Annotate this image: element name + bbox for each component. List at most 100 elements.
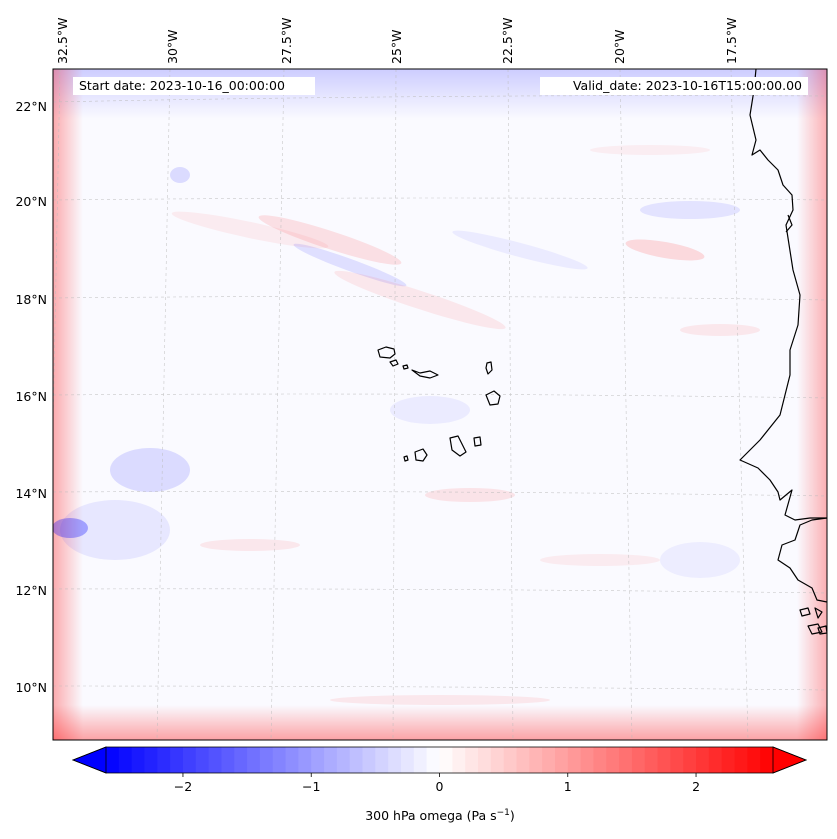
- start-date-label: Start date: 2023-10-16_00:00:00: [79, 78, 285, 93]
- lon-tick-30w: 30°W: [165, 29, 180, 64]
- latitude-axis: 22°N 20°N 18°N 16°N 14°N 12°N 10°N: [15, 99, 47, 695]
- colorbar-segment: [529, 747, 543, 773]
- lon-tick-25w: 25°W: [389, 29, 404, 64]
- colorbar-segment: [516, 747, 530, 773]
- island-boa-vista: [485, 390, 501, 406]
- colorbar-segment: [477, 747, 492, 773]
- island-brava: [403, 455, 409, 462]
- coastal-inlet: [785, 214, 793, 233]
- field-streaks: [53, 145, 760, 705]
- lat-tick-16n: 16°N: [15, 389, 47, 404]
- colorbar-segment: [401, 747, 415, 773]
- colorbar-segment: [144, 747, 158, 773]
- colorbar-segment: [259, 747, 274, 773]
- colorbar-segment: [375, 747, 389, 773]
- colorbar-segment: [631, 747, 646, 773]
- colorbar-title-exponent: −1: [497, 808, 510, 818]
- africa-coastline: [739, 69, 827, 521]
- longitude-axis: 32.5°W 30°W 27.5°W 25°W 22.5°W 20°W 17.5…: [55, 18, 739, 64]
- colorbar-extend-min: [71, 746, 107, 774]
- island-santiago: [449, 435, 467, 457]
- island-maio: [473, 436, 482, 447]
- coastlines: [377, 69, 827, 635]
- colorbar-segment: [490, 747, 505, 773]
- cb-tick-label-1: −1: [302, 779, 320, 794]
- colorbar-segment: [606, 747, 620, 773]
- colorbar-segment: [708, 747, 723, 773]
- map-background: [53, 69, 827, 740]
- colorbar-segment: [285, 747, 300, 773]
- lat-tick-22n: 22°N: [15, 99, 47, 114]
- graticule: [53, 69, 827, 740]
- lat-tick-12n: 12°N: [15, 583, 47, 598]
- colorbar-segment: [465, 747, 479, 773]
- colorbar-segment: [413, 747, 428, 773]
- island-santo-antao: [377, 346, 396, 359]
- colorbar-segment: [349, 747, 364, 773]
- colorbar-segment: [734, 747, 748, 773]
- lon-tick-27.5w: 27.5°W: [279, 18, 294, 64]
- lon-tick-17.5w: 17.5°W: [724, 18, 739, 64]
- valid-date-label: Valid_date: 2023-10-16T15:00:00.00: [573, 78, 802, 93]
- colorbar-title-tail: ): [510, 808, 515, 823]
- lat-tick-20n: 20°N: [15, 194, 47, 209]
- colorbar-segment: [593, 747, 607, 773]
- start-date-box: [73, 77, 315, 95]
- colorbar-extend-max: [772, 746, 808, 774]
- colorbar-segment: [747, 747, 761, 773]
- cb-tick-label-2: 0: [436, 779, 444, 794]
- colorbar-title: 300 hPa omega (Pa s−1): [365, 808, 515, 823]
- colorbar-segment: [619, 747, 633, 773]
- island-sao-vicente: [389, 359, 399, 367]
- colorbar-segment: [388, 747, 402, 773]
- guinea-coastline: [777, 517, 827, 603]
- colorbar-segment: [182, 747, 197, 773]
- cb-tick-label-3: 1: [564, 779, 572, 794]
- colorbar-segment: [567, 747, 582, 773]
- lat-tick-10n: 10°N: [15, 680, 47, 695]
- colorbar-ticks: −2 −1 0 1 2: [174, 773, 700, 794]
- colorbar-segment: [721, 747, 736, 773]
- colorbar-segment: [760, 747, 774, 773]
- colorbar-segment: [683, 747, 697, 773]
- colorbar-segment: [554, 747, 569, 773]
- colorbar-segment: [131, 747, 146, 773]
- colorbar-segment: [118, 747, 133, 773]
- colorbar-segment: [157, 747, 171, 773]
- colorbar-segment: [170, 747, 184, 773]
- bissagos-island-2: [814, 607, 823, 619]
- colorbar-outline: [71, 746, 808, 774]
- colorbar-segment: [644, 747, 659, 773]
- colorbar-segment: [221, 747, 235, 773]
- map-panel: Start date: 2023-10-16_00:00:00 Valid_da…: [52, 68, 828, 741]
- colorbar-segment: [324, 747, 338, 773]
- colorbar-segment: [503, 747, 518, 773]
- colorbar-segment: [426, 747, 441, 773]
- colorbar-segment: [542, 747, 556, 773]
- colorbar-segments: [106, 747, 774, 773]
- map-frame: [52, 68, 828, 741]
- island-sal: [485, 361, 493, 375]
- edge-band-left: [53, 69, 83, 740]
- lat-tick-18n: 18°N: [15, 292, 47, 307]
- cb-tick-label-0: −2: [174, 779, 192, 794]
- colorbar-segment: [208, 747, 223, 773]
- edge-band-right: [797, 69, 827, 740]
- colorbar-segment: [580, 747, 595, 773]
- island-santa-luzia: [402, 364, 409, 370]
- colorbar: −2 −1 0 1 2 300 hPa omega (Pa s−1): [71, 746, 808, 823]
- colorbar-segment: [336, 747, 351, 773]
- lon-tick-20w: 20°W: [612, 29, 627, 64]
- colorbar-segment: [670, 747, 684, 773]
- island-sao-nicolau: [411, 369, 439, 379]
- lon-tick-22.5w: 22.5°W: [500, 18, 515, 64]
- colorbar-segment: [106, 747, 120, 773]
- island-fogo: [414, 448, 428, 462]
- bissagos-island-3: [807, 623, 823, 635]
- colorbar-segment: [234, 747, 248, 773]
- colorbar-segment: [311, 747, 325, 773]
- colorbar-segment: [439, 747, 453, 773]
- valid-date-box: [540, 77, 808, 95]
- colorbar-segment: [657, 747, 671, 773]
